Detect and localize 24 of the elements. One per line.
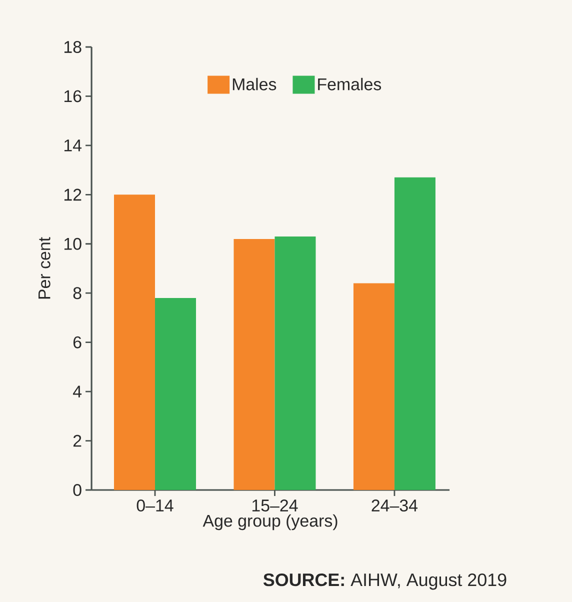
y-tick-label: 14 bbox=[64, 140, 82, 152]
x-axis-title: Age group (years) bbox=[202, 514, 338, 530]
x-tick-label: 15–24 bbox=[252, 500, 298, 512]
y-tick-label: 6 bbox=[73, 336, 82, 348]
text: SOURCE: AIHW, August 2019 bbox=[263, 573, 506, 590]
y-tick-label: 4 bbox=[72, 386, 82, 398]
legend-label: Males bbox=[232, 78, 276, 90]
y-tick-label: 10 bbox=[64, 238, 82, 250]
y-tick-label: 12 bbox=[64, 188, 82, 201]
y-tick-label: 8 bbox=[73, 287, 82, 300]
x-tick-label: 0–14 bbox=[136, 500, 174, 512]
legend-label: Females bbox=[318, 78, 382, 90]
bar bbox=[234, 238, 275, 490]
x-tick-label: 24–34 bbox=[372, 500, 418, 512]
bar bbox=[394, 177, 436, 490]
y-tick-label: 18 bbox=[64, 40, 82, 53]
bar bbox=[155, 298, 196, 490]
y-tick-label: 16 bbox=[64, 90, 82, 102]
y-tick-label: 0 bbox=[73, 484, 82, 496]
y-tick-label: 2 bbox=[73, 434, 82, 447]
bar bbox=[353, 283, 394, 490]
bar bbox=[114, 194, 155, 490]
y-axis-title: Per cent bbox=[38, 237, 50, 299]
bar bbox=[274, 236, 316, 490]
